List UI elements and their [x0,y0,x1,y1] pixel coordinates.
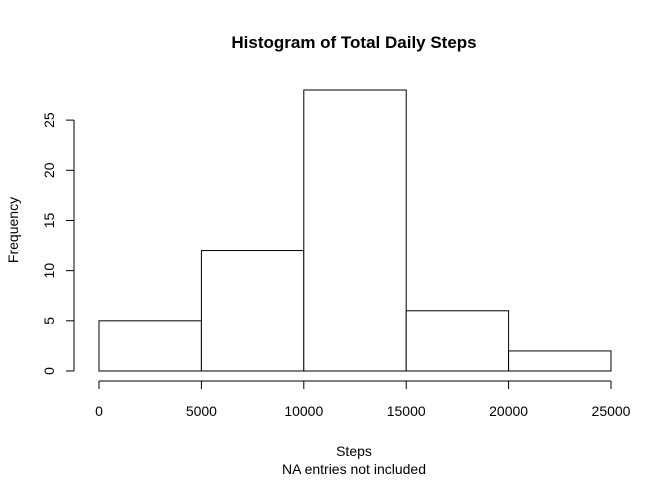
y-tick-label-3: 15 [41,212,57,228]
x-axis: 0 5000 10000 15000 20000 25000 [95,380,631,419]
x-tick-label-5: 25000 [592,403,631,419]
histogram-bar-3 [405,310,510,372]
y-tick-label-2: 10 [41,263,57,279]
y-tick-label-0: 0 [41,367,57,375]
x-tick-label-4: 20000 [489,403,528,419]
histogram-bar-2 [303,89,407,372]
histogram-bar-4 [508,350,612,372]
x-tick-label-3: 15000 [387,403,426,419]
y-tick-label-4: 20 [41,162,57,178]
chart-title: Histogram of Total Daily Steps [231,33,476,52]
x-tick-label-2: 10000 [284,403,323,419]
y-tick-label-1: 5 [41,317,57,325]
bars-group [98,89,612,372]
x-tick-label-1: 5000 [186,403,217,419]
histogram-bar-0 [98,320,202,372]
y-axis-label: Frequency [5,197,21,263]
y-axis: 0 5 10 15 20 25 [41,112,75,375]
x-axis-label: Steps [336,443,372,459]
x-tick-label-0: 0 [95,403,103,419]
y-tick-label-5: 25 [41,112,57,128]
x-axis-subtitle: NA entries not included [282,461,426,477]
histogram-bar-1 [200,250,305,372]
